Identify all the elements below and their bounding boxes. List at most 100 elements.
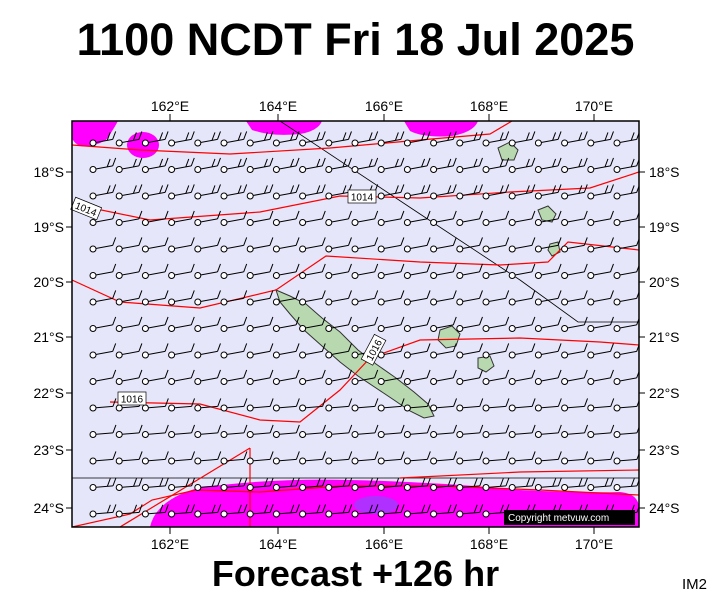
wind-station [220, 192, 228, 200]
wind-station [508, 378, 516, 385]
wind-station [194, 219, 202, 226]
lon-labels-top: 162°E 164°E 166°E 168°E 170°E [151, 98, 613, 114]
wind-barb-feather [185, 185, 190, 194]
wind-barb-feather [138, 477, 143, 487]
wind-barb-feather [316, 504, 321, 514]
wind-station [220, 245, 228, 253]
wind-station [587, 431, 595, 438]
wind-barb-feather [479, 451, 484, 460]
wind-barb-feather [531, 451, 536, 460]
wind-barb-feather [426, 398, 431, 407]
wind-barb-feather [426, 369, 431, 379]
wind-station [220, 404, 228, 412]
wind-barb-feather [395, 504, 400, 514]
wind-station [456, 431, 464, 438]
wind-station [613, 219, 621, 226]
isobar-labels: 1014 1014 1016 1016 [70, 189, 387, 406]
wind-barb-feather [505, 369, 510, 379]
wind-station [89, 166, 97, 173]
wind-barb-feather [263, 132, 268, 141]
wind-station [508, 431, 516, 438]
wind-barb-feather [400, 369, 405, 379]
wind-barb-feather [290, 185, 295, 194]
wind-station [561, 298, 569, 306]
wind-station [377, 378, 385, 385]
wind-barb-feather [321, 290, 326, 299]
wind-barb-feather [348, 210, 352, 220]
axis-ticks [66, 114, 645, 534]
wind-barb-feather [264, 504, 269, 514]
wind-station [403, 298, 411, 306]
wind-barb-feather [663, 370, 666, 378]
isobar-label: 1014 [351, 193, 374, 204]
wind-station [587, 351, 595, 359]
wind-station [115, 298, 123, 306]
wind-barb-feather [112, 157, 117, 167]
wind-barb-feather [295, 131, 300, 140]
page-title: 1100 NCDT Fri 18 Jul 2025 [76, 14, 635, 65]
wind-station [325, 404, 333, 412]
wind-barb-feather [243, 157, 248, 167]
wind-barb-feather [610, 451, 615, 460]
wind-station [534, 219, 542, 226]
wind-barb-feather [663, 425, 666, 433]
wind-station [89, 325, 97, 332]
wind-station [403, 351, 411, 359]
wind-barb-feather [505, 184, 510, 193]
wind-shade-top-left [72, 121, 118, 147]
wind-station [141, 298, 149, 306]
wind-barb-feather [583, 237, 588, 246]
wind-station [613, 325, 621, 332]
wind-barb-feather [217, 237, 221, 246]
wind-barb-feather [269, 398, 274, 407]
wind-barb-feather [211, 132, 216, 141]
wind-barb-feather [217, 290, 221, 299]
wind-barb-feather [636, 184, 639, 193]
wind-station [246, 378, 254, 385]
wind-barb-feather [505, 398, 510, 407]
wind-barb-feather [636, 131, 639, 140]
wind-barb-feather [557, 343, 562, 352]
wind-barb-feather [610, 237, 614, 246]
wind-barb-feather [190, 316, 195, 326]
lat-label: 22°S [33, 385, 64, 401]
wind-barb-feather [531, 369, 536, 379]
wind-barb-feather [112, 398, 117, 407]
wind-barb-feather [610, 477, 615, 487]
wind-barb-feather [531, 398, 536, 407]
wind-barb-feather [112, 131, 117, 140]
wind-barb-feather [112, 184, 117, 193]
wind-barb-feather [583, 263, 588, 273]
wind-barb-feather [190, 157, 195, 167]
wind-barb-feather [426, 477, 431, 487]
wind-barb-feather [473, 132, 478, 141]
wind-station [640, 485, 646, 491]
wind-barb-feather [658, 478, 661, 486]
wind-barb-feather [348, 398, 353, 407]
wind-barb-feather [295, 424, 300, 434]
wind-barb-feather [374, 237, 379, 246]
wind-station [508, 404, 516, 412]
wind-station [115, 272, 123, 279]
wind-barb-feather [400, 343, 405, 352]
wind-station [613, 404, 621, 412]
wind-station [377, 510, 385, 518]
wind-barb-feather [237, 478, 242, 487]
wind-barb-feather [243, 131, 248, 140]
wind-station [168, 431, 176, 438]
wind-barb-feather [348, 477, 353, 487]
wind-barb-feather [322, 424, 327, 434]
wind-station [430, 404, 438, 412]
wind-station [482, 351, 490, 359]
wind-station [168, 351, 176, 359]
wind-station [534, 192, 542, 200]
wind-station [456, 404, 464, 412]
wind-barb-feather [636, 264, 639, 273]
wind-barb-feather [138, 237, 143, 246]
wind-station [351, 166, 359, 173]
wind-station [561, 457, 569, 465]
wind-station [194, 325, 202, 332]
wind-barb-feather [321, 210, 326, 220]
wind-station [220, 457, 228, 465]
wind-barb-feather [112, 424, 117, 434]
